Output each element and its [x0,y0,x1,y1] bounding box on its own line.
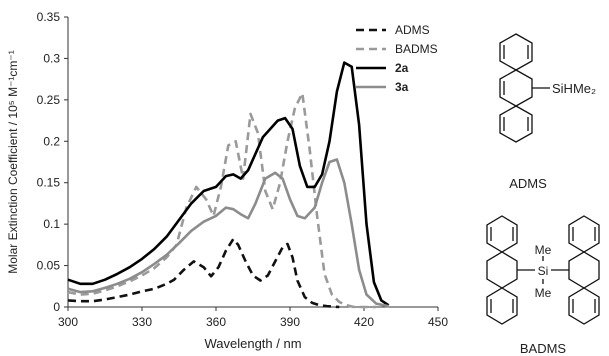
y-tick-label: 0.15 [37,176,61,190]
absorption-chart: 0 0.05 0.1 0.15 0.2 0.25 0.3 0.35 300 330 360 390 4… [6,10,448,351]
legend-label: BADMS [395,42,438,56]
legend-label: 3a [395,80,409,94]
x-tick-label: 330 [132,315,152,329]
adms-ring-middle [499,69,533,107]
legend: ADMS BADMS 2a 3a [356,23,438,94]
y-axis-label: Molar Extinction Coefficient / 10⁵ M⁻¹cm… [6,50,20,274]
x-tick-label: 390 [280,315,300,329]
adms-structure [499,33,550,143]
y-tick-label: 0 [53,300,60,314]
series-line-adms [67,237,340,309]
x-tick-label: 420 [354,315,374,329]
x-tick-label: 360 [206,315,226,329]
adms-structure-label: ADMS [509,176,547,191]
y-tick-label: 0.3 [43,51,60,65]
series-line-badms [67,91,377,309]
badms-right-ring-middle [568,251,600,289]
series-line-3a [67,158,389,308]
y-tick-label: 0.35 [37,10,61,24]
legend-label: ADMS [395,23,430,37]
y-tick-label: 0.1 [43,217,60,231]
series-line-2a [67,61,390,307]
series-lines [67,61,390,309]
badms-left-ring-middle [486,251,518,289]
adms-substituent: SiHMe₂ [552,81,596,96]
badms-me-bottom: Me [535,286,552,300]
badms-structure [486,215,600,325]
badms-right-ring-bottom [568,287,600,325]
x-axis-label: Wavelength / nm [204,336,301,351]
badms-structure-label: BADMS [520,341,567,356]
legend-label: 2a [395,61,409,75]
x-tick-label: 300 [58,315,78,329]
y-tick-label: 0.2 [43,134,60,148]
y-axis-ticks: 0 0.05 0.1 0.15 0.2 0.25 0.3 0.35 [37,10,68,314]
badms-left-ring-bottom [486,287,518,325]
adms-ring-bottom [499,105,533,143]
x-tick-label: 450 [428,315,448,329]
badms-si: Si [538,264,549,278]
adms-ring-top [499,33,533,71]
x-axis-ticks: 300 330 360 390 420 450 [58,307,448,329]
badms-me-top: Me [535,243,552,257]
y-tick-label: 0.05 [37,259,61,273]
y-tick-label: 0.25 [37,93,61,107]
